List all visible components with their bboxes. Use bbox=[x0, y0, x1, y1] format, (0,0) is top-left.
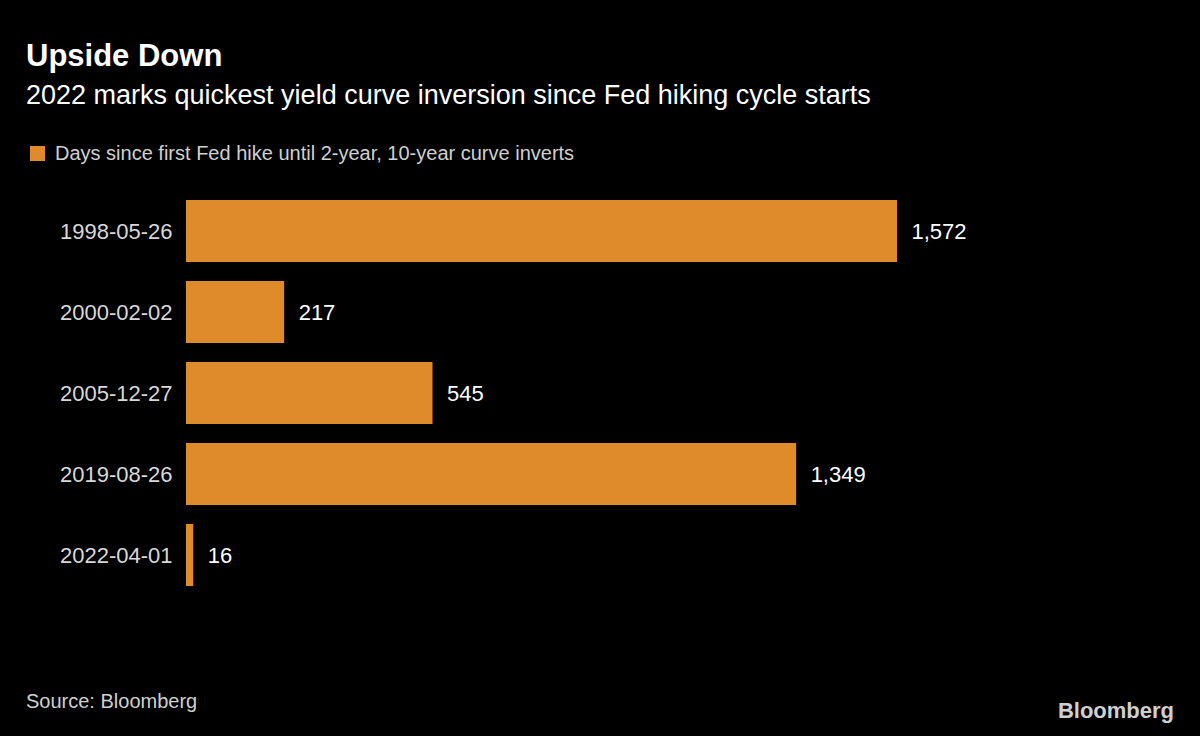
svg-text:2005-12-27: 2005-12-27 bbox=[60, 381, 173, 406]
svg-text:217: 217 bbox=[299, 300, 336, 325]
html-text:2022 marks quickest yield curv: 2022 marks quickest yield curve inversio… bbox=[26, 80, 871, 110]
svg-text:16: 16 bbox=[208, 543, 232, 568]
svg-text:1,349: 1,349 bbox=[811, 462, 866, 487]
html-text:Days since first Fed hike unti: Days since first Fed hike until 2-year, … bbox=[55, 142, 575, 164]
svg-text:2019-08-26: 2019-08-26 bbox=[60, 462, 173, 487]
html-text:Source: Bloomberg: Source: Bloomberg bbox=[26, 690, 198, 712]
svg-text:1,572: 1,572 bbox=[912, 219, 967, 244]
html-text:Upside Down: Upside Down bbox=[26, 38, 223, 73]
html-text:Bloomberg: Bloomberg bbox=[1057, 698, 1174, 723]
svg-text:2022-04-01: 2022-04-01 bbox=[60, 543, 173, 568]
svg-text:2000-02-02: 2000-02-02 bbox=[60, 300, 173, 325]
svg-text:1998-05-26: 1998-05-26 bbox=[60, 219, 173, 244]
svg-text:545: 545 bbox=[447, 381, 484, 406]
